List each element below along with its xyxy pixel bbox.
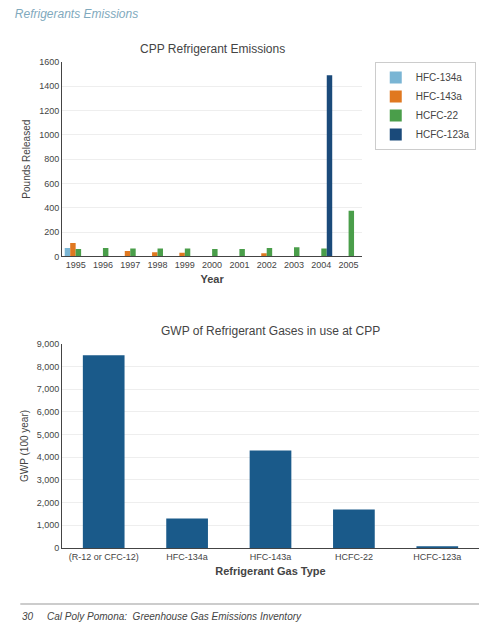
svg-text:2000: 2000 — [202, 260, 222, 270]
svg-text:1995: 1995 — [66, 260, 86, 270]
svg-text:HCFC-22: HCFC-22 — [335, 552, 373, 562]
svg-text:HFC-134a: HFC-134a — [166, 552, 208, 562]
svg-text:1,000: 1,000 — [37, 520, 60, 530]
svg-text:5,000: 5,000 — [37, 430, 60, 440]
svg-text:1998: 1998 — [148, 260, 168, 270]
svg-text:HFC-143a: HFC-143a — [250, 552, 292, 562]
svg-text:1600: 1600 — [39, 57, 59, 67]
svg-text:1000: 1000 — [39, 130, 59, 140]
svg-text:2,000: 2,000 — [37, 498, 60, 508]
svg-text:GWP (100 year): GWP (100 year) — [19, 410, 30, 482]
svg-text:200: 200 — [44, 227, 59, 237]
svg-text:1997: 1997 — [120, 260, 140, 270]
svg-text:1999: 1999 — [175, 260, 195, 270]
svg-text:HCFC-123a: HCFC-123a — [416, 129, 470, 140]
svg-text:HFC-143a: HFC-143a — [416, 91, 463, 102]
svg-text:400: 400 — [44, 203, 59, 213]
svg-text:CPP Refrigerant Emissions: CPP Refrigerant Emissions — [140, 42, 285, 56]
svg-text:8,000: 8,000 — [37, 362, 60, 372]
svg-text:HCFC-22: HCFC-22 — [416, 110, 459, 121]
svg-text:7,000: 7,000 — [37, 384, 60, 394]
svg-text:Refrigerants Emissions: Refrigerants Emissions — [15, 7, 138, 21]
svg-text:800: 800 — [44, 154, 59, 164]
svg-text:HFC-134a: HFC-134a — [416, 72, 463, 83]
svg-text:(R-12 or CFC-12): (R-12 or CFC-12) — [69, 552, 139, 562]
svg-text:2001: 2001 — [229, 260, 249, 270]
svg-text:2004: 2004 — [311, 260, 331, 270]
svg-text:Pounds Released: Pounds Released — [21, 120, 32, 199]
svg-text:Year: Year — [200, 273, 224, 285]
svg-text:GWP of Refrigerant Gases in us: GWP of Refrigerant Gases in use at CPP — [161, 324, 380, 338]
svg-text:Refrigerant Gas Type: Refrigerant Gas Type — [215, 565, 325, 577]
svg-text:3,000: 3,000 — [37, 475, 60, 485]
svg-text:1200: 1200 — [39, 106, 59, 116]
svg-text:0: 0 — [54, 252, 59, 262]
svg-text:30 Cal Poly Pomona: Green: 30 Cal Poly Pomona: Greenhouse Gas Emiss… — [22, 611, 302, 622]
svg-text:1400: 1400 — [39, 81, 59, 91]
svg-text:9,000: 9,000 — [37, 339, 60, 349]
svg-text:2005: 2005 — [339, 260, 359, 270]
svg-text:6,000: 6,000 — [37, 407, 60, 417]
svg-text:2002: 2002 — [257, 260, 277, 270]
svg-text:0: 0 — [54, 543, 59, 553]
svg-text:1996: 1996 — [93, 260, 113, 270]
svg-text:600: 600 — [44, 179, 59, 189]
svg-text:HCFC-123a: HCFC-123a — [413, 552, 461, 562]
svg-text:4,000: 4,000 — [37, 452, 60, 462]
svg-text:2003: 2003 — [284, 260, 304, 270]
